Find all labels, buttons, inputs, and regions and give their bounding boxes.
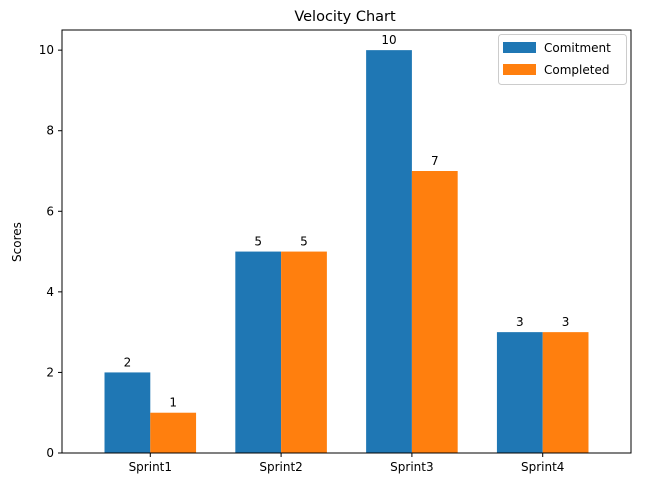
x-tick-label-sprint2: Sprint2 (259, 460, 302, 474)
axes-group (61, 29, 632, 454)
chart-title: Velocity Chart (294, 9, 396, 25)
bar-value-label-completed-sprint1: 1 (169, 396, 177, 410)
bar-labels-group: 2 5 10 3 1 5 7 3 (124, 33, 570, 410)
bar-completed-sprint2 (281, 251, 327, 453)
bar-value-label-completed-sprint2: 5 (300, 235, 308, 249)
bars-group (104, 50, 589, 454)
bar-comitment-sprint2 (235, 251, 282, 453)
legend-label-completed: Completed (544, 63, 609, 77)
bar-value-label-comitment-sprint4: 3 (516, 315, 524, 329)
y-tick-label: 0 (46, 446, 54, 460)
bar-comitment-sprint1 (104, 372, 151, 453)
y-tick-label: 6 (46, 204, 54, 218)
bar-comitment-sprint4 (496, 332, 543, 453)
legend-swatch-comitment (503, 42, 536, 53)
legend: Comitment Completed (498, 34, 627, 85)
y-tick-label: 4 (46, 285, 54, 299)
legend-label-comitment: Comitment (544, 41, 611, 55)
bar-value-label-comitment-sprint3: 10 (381, 33, 396, 47)
y-tick-label: 2 (46, 365, 54, 379)
y-axis-label: Scores (10, 222, 24, 262)
bar-value-label-completed-sprint4: 3 (562, 315, 570, 329)
x-tick-label-sprint1: Sprint1 (129, 460, 172, 474)
plot-frame (61, 29, 632, 454)
y-ticks-group: 0 2 4 6 8 10 (39, 43, 62, 460)
y-tick-label: 10 (39, 43, 54, 57)
bar-value-label-comitment-sprint1: 2 (124, 355, 132, 369)
legend-swatch-completed (503, 64, 536, 75)
bar-completed-sprint3 (411, 171, 458, 453)
bar-value-label-completed-sprint3: 7 (431, 154, 439, 168)
bar-completed-sprint4 (542, 332, 589, 453)
x-tick-label-sprint4: Sprint4 (521, 460, 564, 474)
x-ticks-group: Sprint1 Sprint2 Sprint3 Sprint4 (129, 453, 564, 474)
x-tick-label-sprint3: Sprint3 (390, 460, 433, 474)
y-tick-label: 8 (46, 124, 54, 138)
bar-completed-sprint1 (150, 412, 197, 453)
bar-value-label-comitment-sprint2: 5 (254, 235, 262, 249)
bar-comitment-sprint3 (366, 50, 412, 454)
